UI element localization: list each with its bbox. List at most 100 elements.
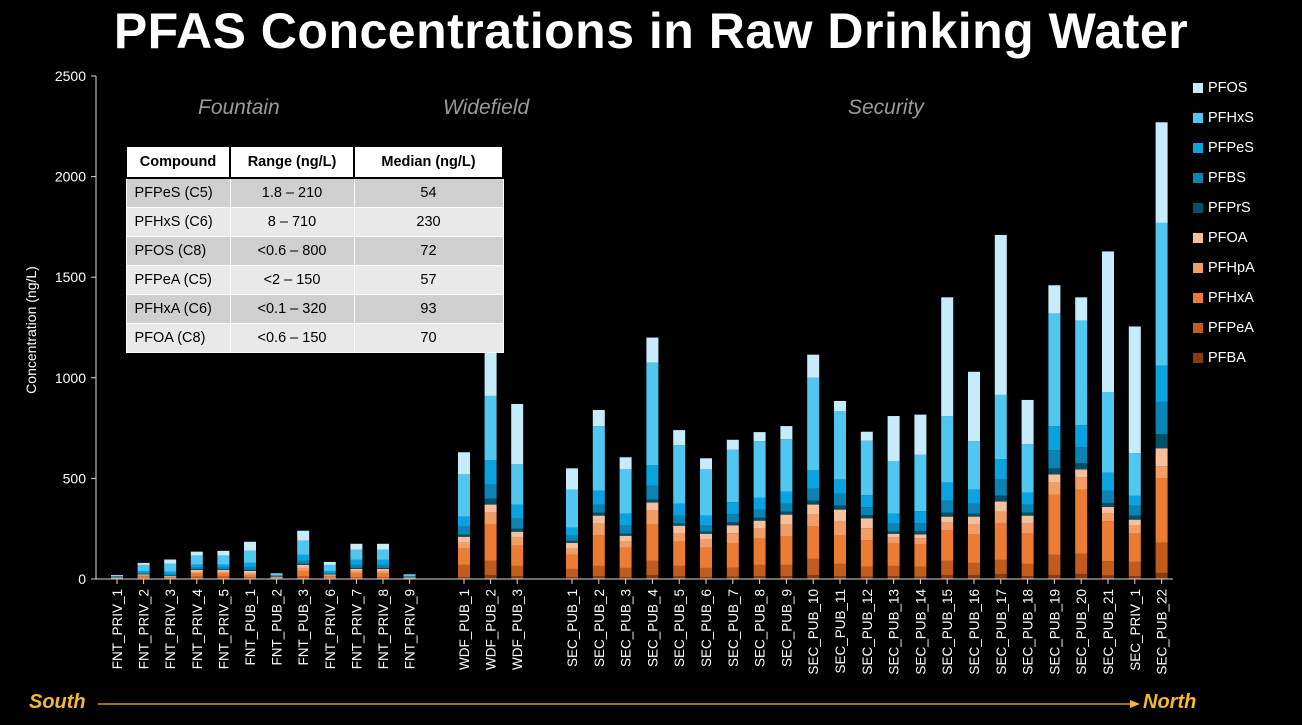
bar-segment-pfprs (111, 576, 123, 578)
bar-segment-pfpea (1021, 563, 1034, 576)
bar-segment-pfoa (511, 531, 524, 538)
bar-segment-pfpes (244, 562, 256, 567)
bar-segment-pfos (807, 354, 820, 378)
bar-segment-pfhxs (1075, 320, 1088, 426)
bar-segment-pfpes (700, 515, 712, 526)
bar-segment-pfpea (726, 567, 739, 577)
bar-segment-pfprs (403, 576, 416, 578)
bar-segment-pfoa (217, 569, 230, 572)
bar-segment-pfoa (323, 574, 336, 576)
x-tick-label: SEC_PUB_6 (699, 589, 714, 667)
legend-swatch (1193, 143, 1203, 153)
bar-segment-pfpes (164, 571, 177, 575)
bar-segment-pfba (834, 575, 846, 579)
bar-segment-pfprs (217, 569, 230, 570)
legend-swatch (1193, 263, 1203, 273)
bar-segment-pfos (646, 337, 659, 363)
bar-segment-pfhxs (377, 549, 389, 560)
bar-segment-pfpes (1075, 425, 1088, 448)
x-tick-label: WDF_PUB_2 (484, 589, 499, 670)
bar-segment-pfpea (297, 575, 310, 579)
bar-segment-pfos (111, 574, 123, 576)
bar-segment-pfhpa (1048, 482, 1061, 495)
bar-segment-pfos (458, 452, 470, 475)
legend-item-pfos: PFOS (1193, 73, 1255, 103)
bar-segment-pfpes (860, 495, 873, 508)
x-tick-label: SEC_PUB_20 (1074, 589, 1089, 675)
x-tick-label: FNT_PUB_1 (243, 589, 258, 666)
bar-segment-pfhpa (458, 542, 470, 549)
table-cell: 54 (353, 177, 504, 208)
bar-segment-pfhpa (914, 538, 927, 545)
legend-item-pfhpa: PFHpA (1193, 253, 1255, 283)
bar-segment-pfhxs (994, 394, 1007, 460)
bar-segment-pfhxs (190, 555, 203, 565)
bar-segment-pfbs (190, 567, 203, 570)
legend-label: PFPeS (1208, 140, 1254, 156)
bar-segment-pfhxs (673, 445, 686, 504)
bar-segment-pfprs (994, 495, 1007, 502)
bar-segment-pfos (968, 371, 980, 442)
bar-segment-pfhpa (780, 524, 793, 537)
bar-segment-pfos (377, 543, 389, 550)
bar-segment-pfhxa (1102, 521, 1114, 562)
bar-segment-pfhxs (726, 449, 739, 503)
bar-segment-pfos (726, 439, 739, 450)
legend-swatch (1193, 353, 1203, 363)
bar-segment-pfpes (350, 559, 363, 565)
bar-segment-pfos (350, 543, 363, 550)
bar-segment-pfhxs (834, 410, 846, 480)
table-header-row: Compound Range (ng/L) Median (ng/L) (125, 145, 504, 179)
x-tick-label: SEC_PUB_3 (619, 589, 634, 667)
bar-segment-pfoa (700, 533, 712, 540)
bar-segment-pfpes (111, 576, 123, 577)
bar-segment-pfba (887, 575, 900, 579)
bar-segment-pfhxs (1102, 392, 1114, 473)
bar-segment-pfpea (458, 564, 470, 577)
legend-swatch (1193, 233, 1203, 243)
bar-segment-pfbs (244, 566, 256, 570)
y-tick-label: 1500 (55, 269, 86, 285)
bar-segment-pfhpa (941, 522, 954, 531)
bar-segment-pfpes (1048, 426, 1061, 451)
bar-segment-pfoa (190, 569, 203, 572)
bar-segment-pfpes (190, 564, 203, 568)
table-cell: <0.6 – 800 (229, 236, 355, 266)
bar-segment-pfoa (673, 525, 686, 534)
bar-segment-pfbs (592, 504, 605, 513)
legend-label: PFHxA (1208, 290, 1254, 306)
header-median: Median (ng/L) (353, 145, 504, 179)
bar-segment-pfprs (323, 573, 336, 575)
bar-segment-pfhpa (270, 576, 283, 578)
bar-segment-pfhpa (1021, 523, 1034, 534)
x-tick-label: WDF_PUB_3 (510, 589, 525, 670)
bar-segment-pfpes (511, 504, 524, 519)
region-label-widefield: Widefield (443, 96, 530, 119)
bar-segment-pfprs (780, 511, 793, 515)
bar-segment-pfoa (914, 534, 927, 539)
bar-segment-pfos (1021, 399, 1034, 445)
bar-segment-pfba (1021, 575, 1034, 579)
bar-segment-pfpes (137, 570, 150, 573)
bar-segment-pfos (511, 403, 524, 465)
bar-segment-pfoa (834, 509, 846, 522)
bar-segment-pfos (297, 530, 310, 541)
bar-segment-pfbs (377, 564, 389, 568)
bar-segment-pfba (994, 573, 1007, 579)
legend-label: PFPeA (1208, 320, 1254, 336)
bar-segment-pfbs (619, 525, 632, 534)
table-cell: <0.1 – 320 (229, 294, 355, 324)
bar-segment-pfoa (1128, 519, 1141, 526)
bar-segment-pfba (1075, 573, 1088, 579)
bar-segment-pfbs (323, 572, 336, 574)
x-tick-label: FNT_PRIV_7 (349, 589, 364, 669)
x-tick-label: SEC_PUB_19 (1047, 589, 1062, 675)
bar-segment-pfbs (1021, 504, 1034, 513)
bar-segment-pfhpa (968, 524, 980, 535)
bar-segment-pfhpa (164, 576, 177, 577)
bar-segment-pfhxa (1021, 533, 1034, 564)
bar-segment-pfhxs (753, 441, 766, 498)
bar-segment-pfba (726, 576, 739, 579)
table-row: PFPeS (C5) 1.8 – 210 54 (125, 177, 504, 208)
x-tick-label: WDF_PUB_1 (457, 589, 472, 670)
